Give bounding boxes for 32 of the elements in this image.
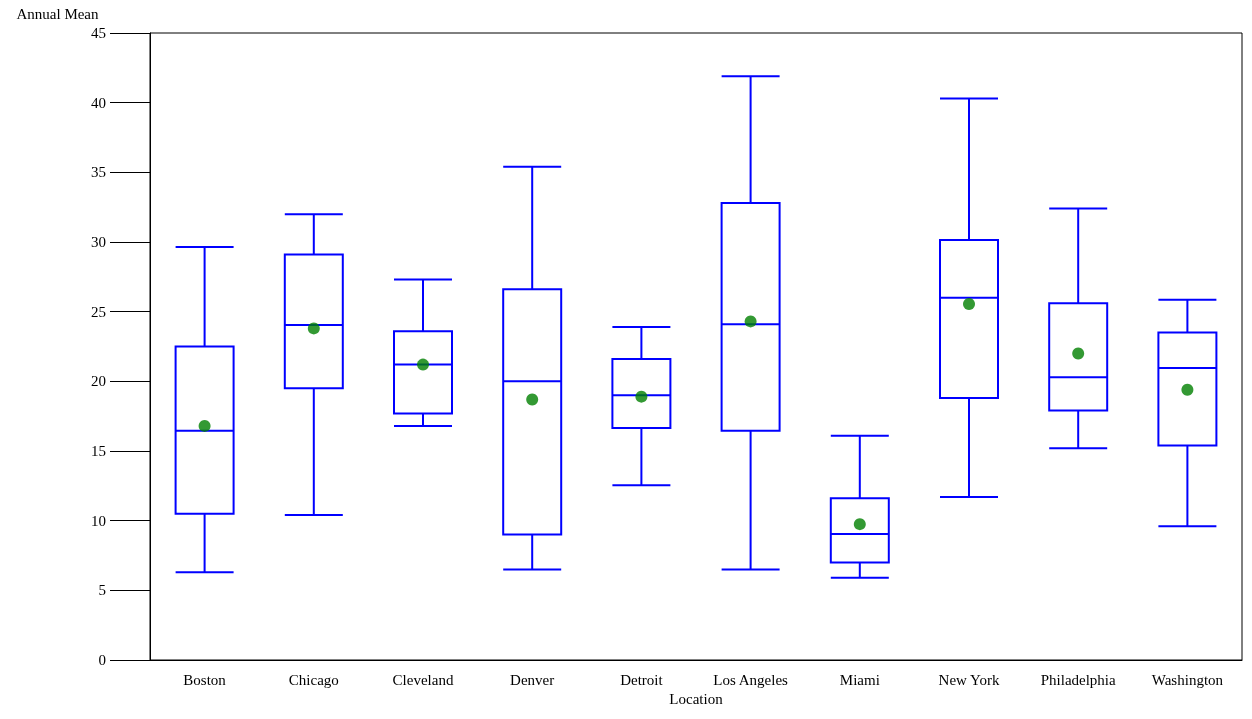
x-tick-label: Cleveland	[392, 671, 454, 688]
y-tick-label: 0	[98, 652, 106, 668]
point	[526, 393, 539, 406]
y-tick-label: 5	[98, 582, 106, 599]
point	[307, 322, 320, 335]
x-axis-title: Location	[669, 691, 724, 708]
x-tick-label: Chicago	[288, 671, 339, 688]
x-tick-label: New York	[938, 671, 1000, 688]
y-tick-label: 35	[91, 164, 106, 181]
point	[417, 358, 429, 371]
x-tick-label: Washington	[1151, 671, 1224, 688]
point	[1181, 383, 1194, 396]
y-tick-label: 20	[91, 373, 106, 390]
point	[963, 298, 975, 310]
y-tick-label: 10	[91, 512, 106, 529]
y-tick-label: 45	[91, 25, 106, 41]
x-tick-label: Los Angeles	[713, 671, 789, 688]
point	[198, 419, 211, 432]
point	[1072, 347, 1085, 360]
y-tick-label: 40	[91, 94, 106, 111]
x-tick-label: Detroit	[620, 671, 664, 688]
y-tick-label: 15	[91, 443, 106, 459]
y-tick-label: 30	[91, 234, 106, 250]
x-tick-label: Philadelphia	[1040, 671, 1117, 688]
x-tick-label: Boston	[183, 671, 227, 688]
x-tick-label: Miami	[839, 671, 880, 688]
point	[853, 518, 866, 531]
y-axis-title: Annual Mean	[16, 5, 100, 22]
point	[744, 315, 757, 328]
x-tick-label: Denver	[510, 671, 555, 688]
point	[635, 390, 648, 403]
y-tick-label: 25	[91, 303, 106, 320]
